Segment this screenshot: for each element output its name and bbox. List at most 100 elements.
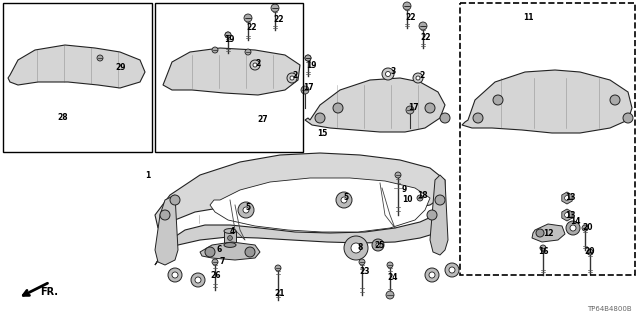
Circle shape — [610, 95, 620, 105]
Text: 5: 5 — [344, 194, 349, 203]
Circle shape — [341, 197, 347, 203]
Circle shape — [290, 76, 294, 80]
Text: 23: 23 — [360, 268, 371, 276]
Text: FR.: FR. — [40, 287, 58, 297]
Polygon shape — [210, 178, 430, 232]
Polygon shape — [8, 45, 145, 88]
Text: 5: 5 — [245, 204, 251, 212]
Circle shape — [245, 247, 255, 257]
Circle shape — [205, 247, 215, 257]
Text: 28: 28 — [58, 113, 68, 122]
Text: 3: 3 — [390, 68, 396, 76]
Text: 13: 13 — [564, 211, 575, 220]
Circle shape — [473, 113, 483, 123]
Circle shape — [245, 15, 251, 21]
Circle shape — [386, 291, 394, 299]
Circle shape — [301, 86, 309, 94]
Text: 22: 22 — [247, 23, 257, 33]
Circle shape — [587, 249, 593, 255]
Circle shape — [566, 221, 580, 235]
Text: 1: 1 — [145, 171, 150, 180]
Text: 2: 2 — [292, 71, 298, 81]
Circle shape — [160, 210, 170, 220]
Text: 19: 19 — [306, 60, 316, 69]
Text: 4: 4 — [229, 228, 235, 236]
Text: 16: 16 — [538, 247, 548, 257]
Circle shape — [387, 262, 393, 268]
Polygon shape — [200, 242, 260, 260]
Circle shape — [564, 212, 570, 217]
Circle shape — [623, 113, 633, 123]
Text: 18: 18 — [417, 190, 428, 199]
Text: 10: 10 — [402, 196, 412, 204]
Circle shape — [287, 73, 297, 83]
Ellipse shape — [224, 228, 236, 233]
Circle shape — [425, 268, 439, 282]
Polygon shape — [155, 205, 445, 265]
Text: 20: 20 — [583, 223, 593, 233]
Circle shape — [228, 236, 232, 240]
Circle shape — [351, 243, 361, 253]
Circle shape — [372, 239, 384, 251]
Circle shape — [336, 192, 352, 208]
Bar — [3, 3, 152, 152]
Circle shape — [440, 113, 450, 123]
Text: 13: 13 — [564, 193, 575, 202]
Text: 22: 22 — [406, 13, 416, 22]
Polygon shape — [305, 78, 445, 132]
Polygon shape — [163, 48, 300, 95]
Circle shape — [305, 55, 311, 61]
Circle shape — [493, 95, 503, 105]
Circle shape — [305, 55, 311, 61]
Circle shape — [238, 202, 254, 218]
Polygon shape — [430, 175, 448, 255]
Circle shape — [564, 196, 570, 200]
Circle shape — [449, 267, 455, 273]
Circle shape — [250, 60, 260, 70]
Text: 14: 14 — [570, 218, 580, 227]
Circle shape — [429, 272, 435, 278]
Circle shape — [271, 4, 279, 12]
Circle shape — [253, 63, 257, 67]
Circle shape — [417, 195, 423, 201]
Circle shape — [344, 236, 368, 260]
Polygon shape — [532, 224, 565, 242]
Circle shape — [225, 32, 231, 38]
Circle shape — [97, 55, 103, 61]
Polygon shape — [462, 70, 632, 133]
Circle shape — [172, 272, 178, 278]
Text: 21: 21 — [275, 290, 285, 299]
Polygon shape — [155, 153, 445, 228]
Circle shape — [385, 71, 390, 76]
Circle shape — [191, 273, 205, 287]
Circle shape — [245, 49, 251, 55]
Circle shape — [425, 103, 435, 113]
Text: 8: 8 — [357, 244, 363, 252]
Text: 7: 7 — [220, 257, 225, 266]
Text: 11: 11 — [523, 13, 533, 22]
Circle shape — [413, 73, 423, 83]
Circle shape — [212, 259, 218, 265]
Circle shape — [419, 22, 427, 30]
Circle shape — [243, 207, 249, 213]
Text: 2: 2 — [419, 71, 424, 81]
Text: 22: 22 — [420, 34, 431, 43]
Text: 25: 25 — [375, 241, 385, 250]
Bar — [460, 3, 635, 275]
Text: 29: 29 — [116, 62, 126, 71]
Circle shape — [445, 263, 459, 277]
Circle shape — [435, 195, 445, 205]
Text: 2: 2 — [255, 59, 260, 68]
Circle shape — [376, 243, 380, 247]
Circle shape — [540, 245, 546, 251]
Circle shape — [315, 113, 325, 123]
Text: 17: 17 — [408, 103, 419, 113]
Text: 6: 6 — [216, 245, 221, 254]
Polygon shape — [155, 195, 178, 265]
Circle shape — [168, 268, 182, 282]
Circle shape — [404, 3, 410, 9]
Polygon shape — [562, 209, 572, 221]
Circle shape — [244, 14, 252, 22]
Ellipse shape — [224, 243, 236, 247]
Text: 27: 27 — [258, 115, 268, 124]
